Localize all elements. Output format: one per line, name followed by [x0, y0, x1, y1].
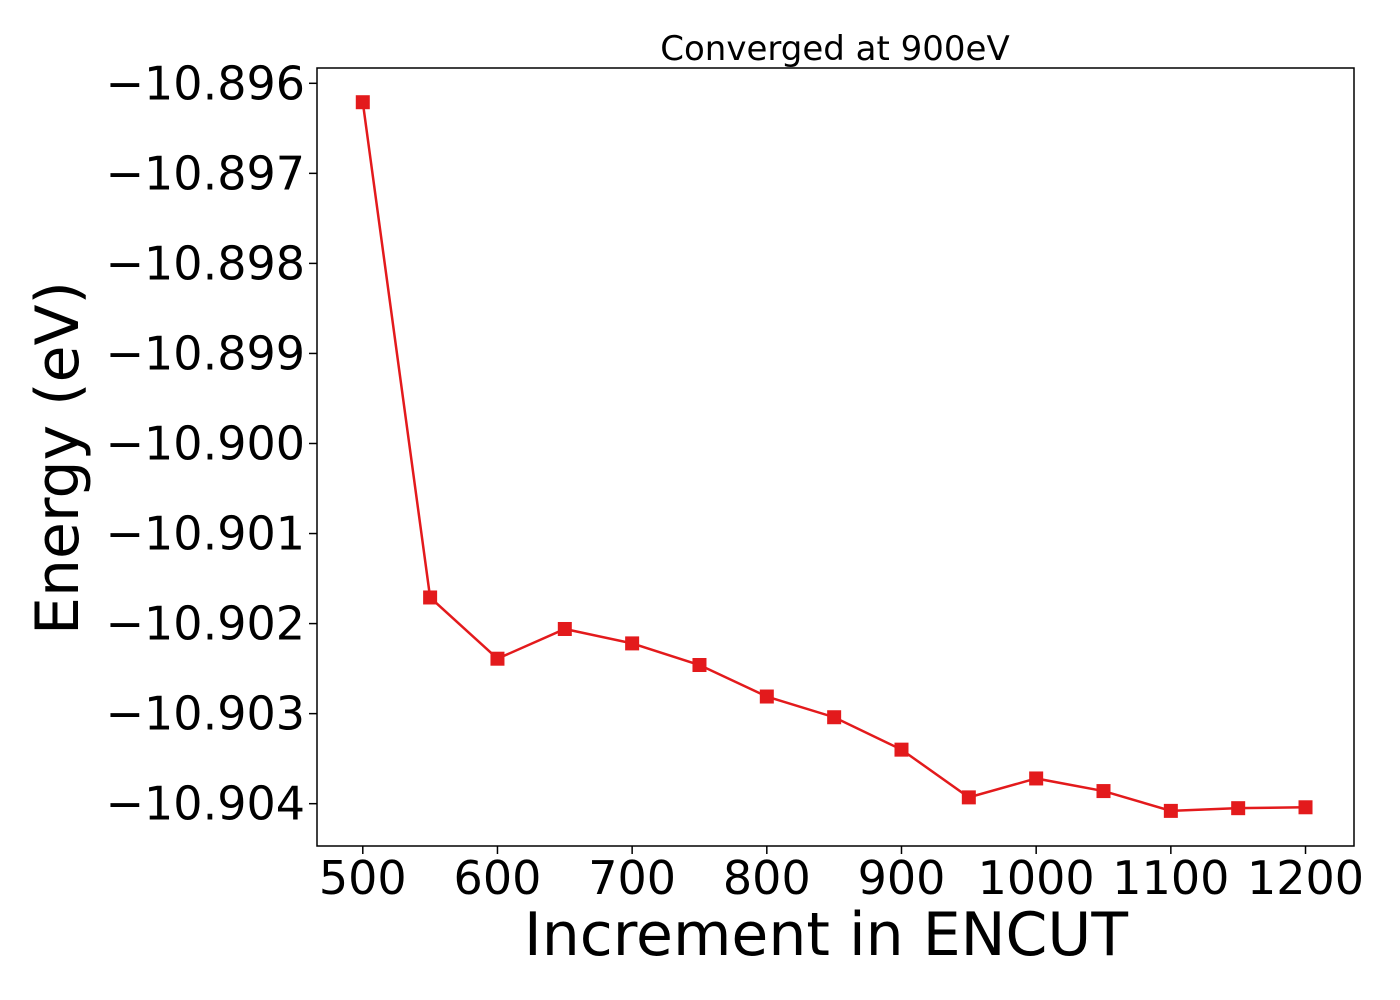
x-tick-label: 900 [858, 851, 946, 905]
y-tick-label: −10.897 [106, 146, 306, 200]
x-tick-label: 1000 [978, 851, 1095, 905]
y-tick-label: −10.896 [106, 56, 306, 110]
x-axis-ticks: 500 600 700 800 900 1000 1100 1200 [319, 846, 1364, 905]
data-point-marker [355, 95, 370, 110]
data-point-marker [423, 590, 438, 605]
data-point-marker [1231, 801, 1246, 816]
data-point-marker [625, 636, 640, 651]
y-tick-label: −10.902 [106, 597, 306, 651]
data-point-marker [1029, 771, 1044, 786]
y-tick-label: −10.904 [106, 777, 306, 831]
data-point-marker [894, 742, 909, 757]
y-axis-title: Energy (eV) [23, 281, 93, 635]
data-point-marker [557, 621, 572, 636]
x-tick-label: 500 [319, 851, 407, 905]
y-tick-label: −10.903 [106, 687, 306, 741]
data-point-marker [759, 689, 774, 704]
y-tick-label: −10.899 [106, 326, 306, 380]
y-tick-label: −10.900 [106, 416, 306, 470]
data-point-marker [692, 658, 707, 673]
x-axis-title: Increment in ENCUT [524, 900, 1128, 970]
series-layer [355, 95, 1313, 818]
data-point-marker [1096, 784, 1111, 799]
x-tick-label: 600 [454, 851, 542, 905]
data-point-marker [490, 651, 505, 666]
data-point-marker [1298, 800, 1313, 815]
data-point-marker [961, 790, 976, 805]
data-point-marker [1163, 803, 1178, 818]
plot-area: 500 600 700 800 900 1000 1100 1200 −10.896−10.8… [106, 56, 1365, 905]
x-tick-label: 700 [588, 851, 676, 905]
x-tick-label: 800 [723, 851, 811, 905]
data-point-marker [827, 710, 842, 725]
y-tick-label: −10.898 [106, 236, 306, 290]
y-tick-label: −10.901 [106, 507, 306, 561]
plot-frame [316, 67, 1355, 847]
y-axis-ticks: −10.896 −10.897 −10.898 −10.899 −10.900 −10.9… [106, 56, 317, 831]
x-tick-label: 1100 [1112, 851, 1229, 905]
x-tick-label: 1200 [1247, 851, 1364, 905]
chart-title: Converged at 900eV [660, 29, 1009, 69]
